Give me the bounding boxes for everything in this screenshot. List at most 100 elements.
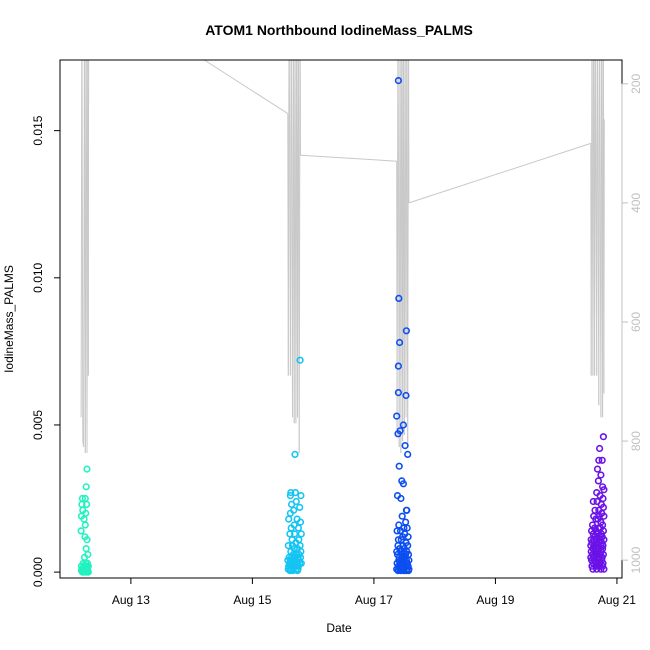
data-point <box>81 521 89 529</box>
altitude-segment <box>596 60 598 376</box>
altitude-segment <box>590 60 593 376</box>
x-axis-label: Date <box>326 621 352 635</box>
y-tick-label: 0.000 <box>31 557 45 587</box>
data-point <box>600 512 608 520</box>
data-point <box>597 565 605 573</box>
data-point <box>399 480 408 488</box>
data-point <box>600 565 608 573</box>
x-axis: Aug 13 Aug 15 Aug 17 Aug 19 Aug 21 <box>112 577 636 607</box>
data-point <box>82 544 90 553</box>
data-point <box>402 506 411 514</box>
y-tick-label: 0.010 <box>31 262 45 292</box>
right-tick-label: 600 <box>629 312 643 332</box>
data-point <box>399 421 408 429</box>
data-point <box>393 412 401 420</box>
data-point <box>291 530 299 538</box>
altitude-segment <box>289 60 292 376</box>
right-tick-label: 800 <box>629 431 643 451</box>
data-point <box>286 530 294 538</box>
data-point <box>400 566 408 575</box>
altitude-segment <box>408 142 591 204</box>
data-point <box>402 518 410 526</box>
y-tick-label: 0.015 <box>31 115 45 145</box>
data-point <box>287 489 295 497</box>
altitude-segment <box>592 60 595 376</box>
data-point <box>599 433 608 441</box>
plot-frame <box>59 59 623 579</box>
y-axis: 0.000 0.005 0.010 0.015 <box>31 115 61 587</box>
data-point <box>84 568 92 576</box>
data-point <box>297 492 305 500</box>
data-point <box>404 566 413 575</box>
data-point <box>296 356 304 364</box>
data-point <box>394 430 402 438</box>
data-point <box>598 456 606 464</box>
x-tick-label: Aug 19 <box>476 593 514 607</box>
data-point <box>77 527 85 535</box>
data-point <box>597 471 605 479</box>
data-point <box>403 524 411 532</box>
data-points-layer <box>77 76 608 576</box>
data-point <box>402 391 410 400</box>
x-tick-label: Aug 17 <box>355 593 393 607</box>
altitude-segment <box>594 60 596 376</box>
data-point <box>404 533 412 541</box>
right-tick-label: 400 <box>629 193 643 213</box>
data-point <box>396 338 404 347</box>
data-point <box>291 489 300 497</box>
data-point <box>589 497 597 506</box>
data-point <box>297 530 305 538</box>
data-point <box>593 565 601 573</box>
altitude-segment <box>81 60 84 442</box>
data-point <box>397 494 405 503</box>
data-point <box>398 512 406 520</box>
data-point <box>404 450 412 459</box>
data-point <box>394 389 403 397</box>
data-point <box>394 76 403 85</box>
data-point <box>393 527 401 535</box>
altitude-segment <box>204 60 289 115</box>
data-point <box>289 566 297 575</box>
data-point <box>296 503 304 512</box>
right-tick-label: 200 <box>629 73 643 93</box>
data-point <box>589 565 597 573</box>
altitude-segment <box>598 60 600 406</box>
data-point <box>600 486 608 494</box>
data-point <box>594 477 603 485</box>
series-4 <box>587 433 608 573</box>
data-point <box>294 524 303 532</box>
data-point <box>286 566 294 575</box>
data-point <box>595 444 604 453</box>
x-tick-label: Aug 13 <box>112 593 150 607</box>
series-2 <box>284 356 305 575</box>
y-tick-label: 0.005 <box>31 410 45 440</box>
data-point <box>83 465 91 473</box>
data-point <box>296 518 305 526</box>
data-point <box>82 483 90 491</box>
data-point <box>395 294 403 303</box>
data-point <box>593 465 602 473</box>
data-point <box>393 547 401 556</box>
data-point <box>402 327 411 335</box>
data-point <box>286 492 295 500</box>
data-point <box>292 497 300 506</box>
x-tick-label: Aug 15 <box>233 593 271 607</box>
y-axis-label: IodineMass_PALMS <box>2 265 16 373</box>
x-tick-label: Aug 21 <box>598 593 636 607</box>
right-axis: 200 400 600 800 1000 <box>621 73 643 573</box>
data-point <box>394 362 403 370</box>
series-1 <box>77 465 92 576</box>
altitude-trace-layer <box>80 60 605 454</box>
series-3 <box>393 76 413 575</box>
data-point <box>284 541 292 550</box>
data-point <box>595 456 603 464</box>
altitude-segment <box>300 154 397 162</box>
data-point <box>291 450 299 459</box>
data-point <box>293 566 302 575</box>
chart-title: ATOM1 Northbound IodineMass_PALMS <box>205 22 473 38</box>
data-point <box>401 442 409 450</box>
altitude-segment <box>287 60 290 376</box>
right-tick-label: 1000 <box>629 546 643 573</box>
data-point <box>83 536 91 544</box>
